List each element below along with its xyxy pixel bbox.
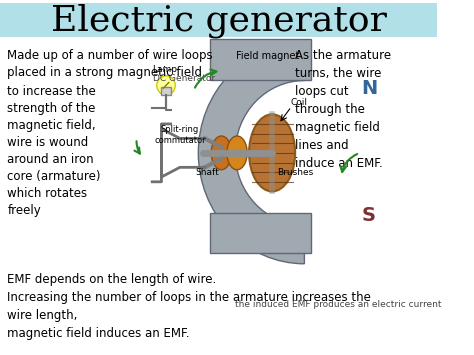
Ellipse shape xyxy=(249,114,295,191)
Text: Split-ring
commutator: Split-ring commutator xyxy=(154,125,206,145)
Text: As the armature
turns, the wire
loops cut
through the
magnetic field
lines and
i: As the armature turns, the wire loops cu… xyxy=(295,49,392,170)
FancyBboxPatch shape xyxy=(0,4,437,37)
FancyBboxPatch shape xyxy=(210,39,311,80)
Text: Made up of a number of wire loops
placed in a strong magnetic field: Made up of a number of wire loops placed… xyxy=(8,49,213,79)
Text: Lamp: Lamp xyxy=(152,65,177,74)
Text: Brushes: Brushes xyxy=(277,168,313,177)
Text: Coil: Coil xyxy=(291,98,308,106)
Text: to increase the
strength of the
magnetic field,
wire is wound
around an iron
cor: to increase the strength of the magnetic… xyxy=(8,85,101,217)
FancyBboxPatch shape xyxy=(210,213,311,253)
Text: Electric generator: Electric generator xyxy=(51,4,387,38)
Circle shape xyxy=(157,76,175,95)
Wedge shape xyxy=(198,42,304,264)
Text: EMF depends on the length of wire.
Increasing the number of loops in the armatur: EMF depends on the length of wire. Incre… xyxy=(8,273,371,340)
Bar xyxy=(162,87,171,95)
Ellipse shape xyxy=(211,136,231,170)
Text: DC Generator: DC Generator xyxy=(154,74,216,83)
Text: Field magnet: Field magnet xyxy=(236,51,299,61)
Text: the induced EMF produces an electric current: the induced EMF produces an electric cur… xyxy=(235,300,442,310)
Text: S: S xyxy=(362,206,376,225)
Ellipse shape xyxy=(227,136,247,170)
Text: Shaft: Shaft xyxy=(196,168,219,177)
Text: N: N xyxy=(361,79,377,98)
